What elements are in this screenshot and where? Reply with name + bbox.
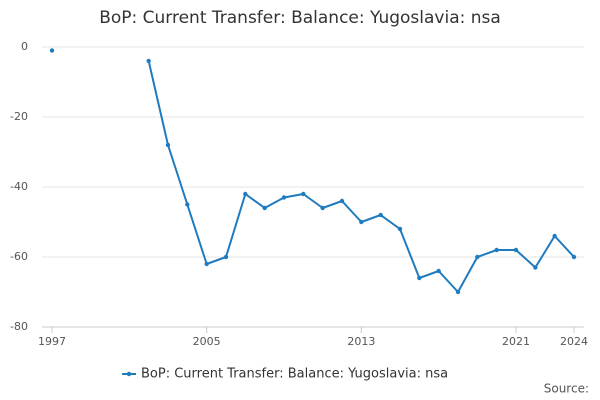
source-note: Source: [544, 382, 589, 396]
data-point [301, 191, 306, 197]
data-point [397, 226, 403, 232]
data-point [571, 254, 577, 260]
data-point [436, 268, 441, 274]
y-tick-label: -20 [10, 110, 28, 123]
y-tick-label: -40 [10, 180, 28, 193]
x-tick-label: 1997 [38, 335, 66, 348]
legend-marker [126, 371, 132, 377]
data-point [223, 254, 229, 260]
y-tick-label: 0 [21, 40, 28, 53]
chart-title: BoP: Current Transfer: Balance: Yugoslav… [99, 8, 501, 28]
data-point [417, 275, 422, 281]
legend-label: BoP: Current Transfer: Balance: Yugoslav… [141, 367, 448, 382]
data-point [552, 233, 557, 239]
data-point [513, 247, 519, 253]
y-tick-label: -60 [10, 250, 28, 263]
x-tick-label: 2005 [193, 335, 221, 348]
data-point [185, 202, 190, 207]
data-point [262, 205, 267, 211]
data-point [533, 265, 538, 270]
data-point [378, 212, 383, 218]
data-point [494, 247, 499, 253]
data-point [320, 205, 325, 211]
x-tick-label: 2024 [560, 335, 588, 348]
data-point [281, 195, 287, 200]
data-point [146, 58, 151, 64]
data-point [339, 198, 345, 204]
x-tick-label: 2013 [347, 335, 375, 348]
data-point [204, 261, 209, 267]
x-tick-label: 2021 [502, 335, 530, 348]
data-point [243, 191, 248, 197]
data-point [165, 142, 171, 148]
data-point [359, 219, 364, 225]
data-point [49, 48, 55, 53]
data-point [475, 254, 480, 260]
data-point [455, 289, 461, 295]
y-tick-label: -80 [10, 320, 28, 333]
